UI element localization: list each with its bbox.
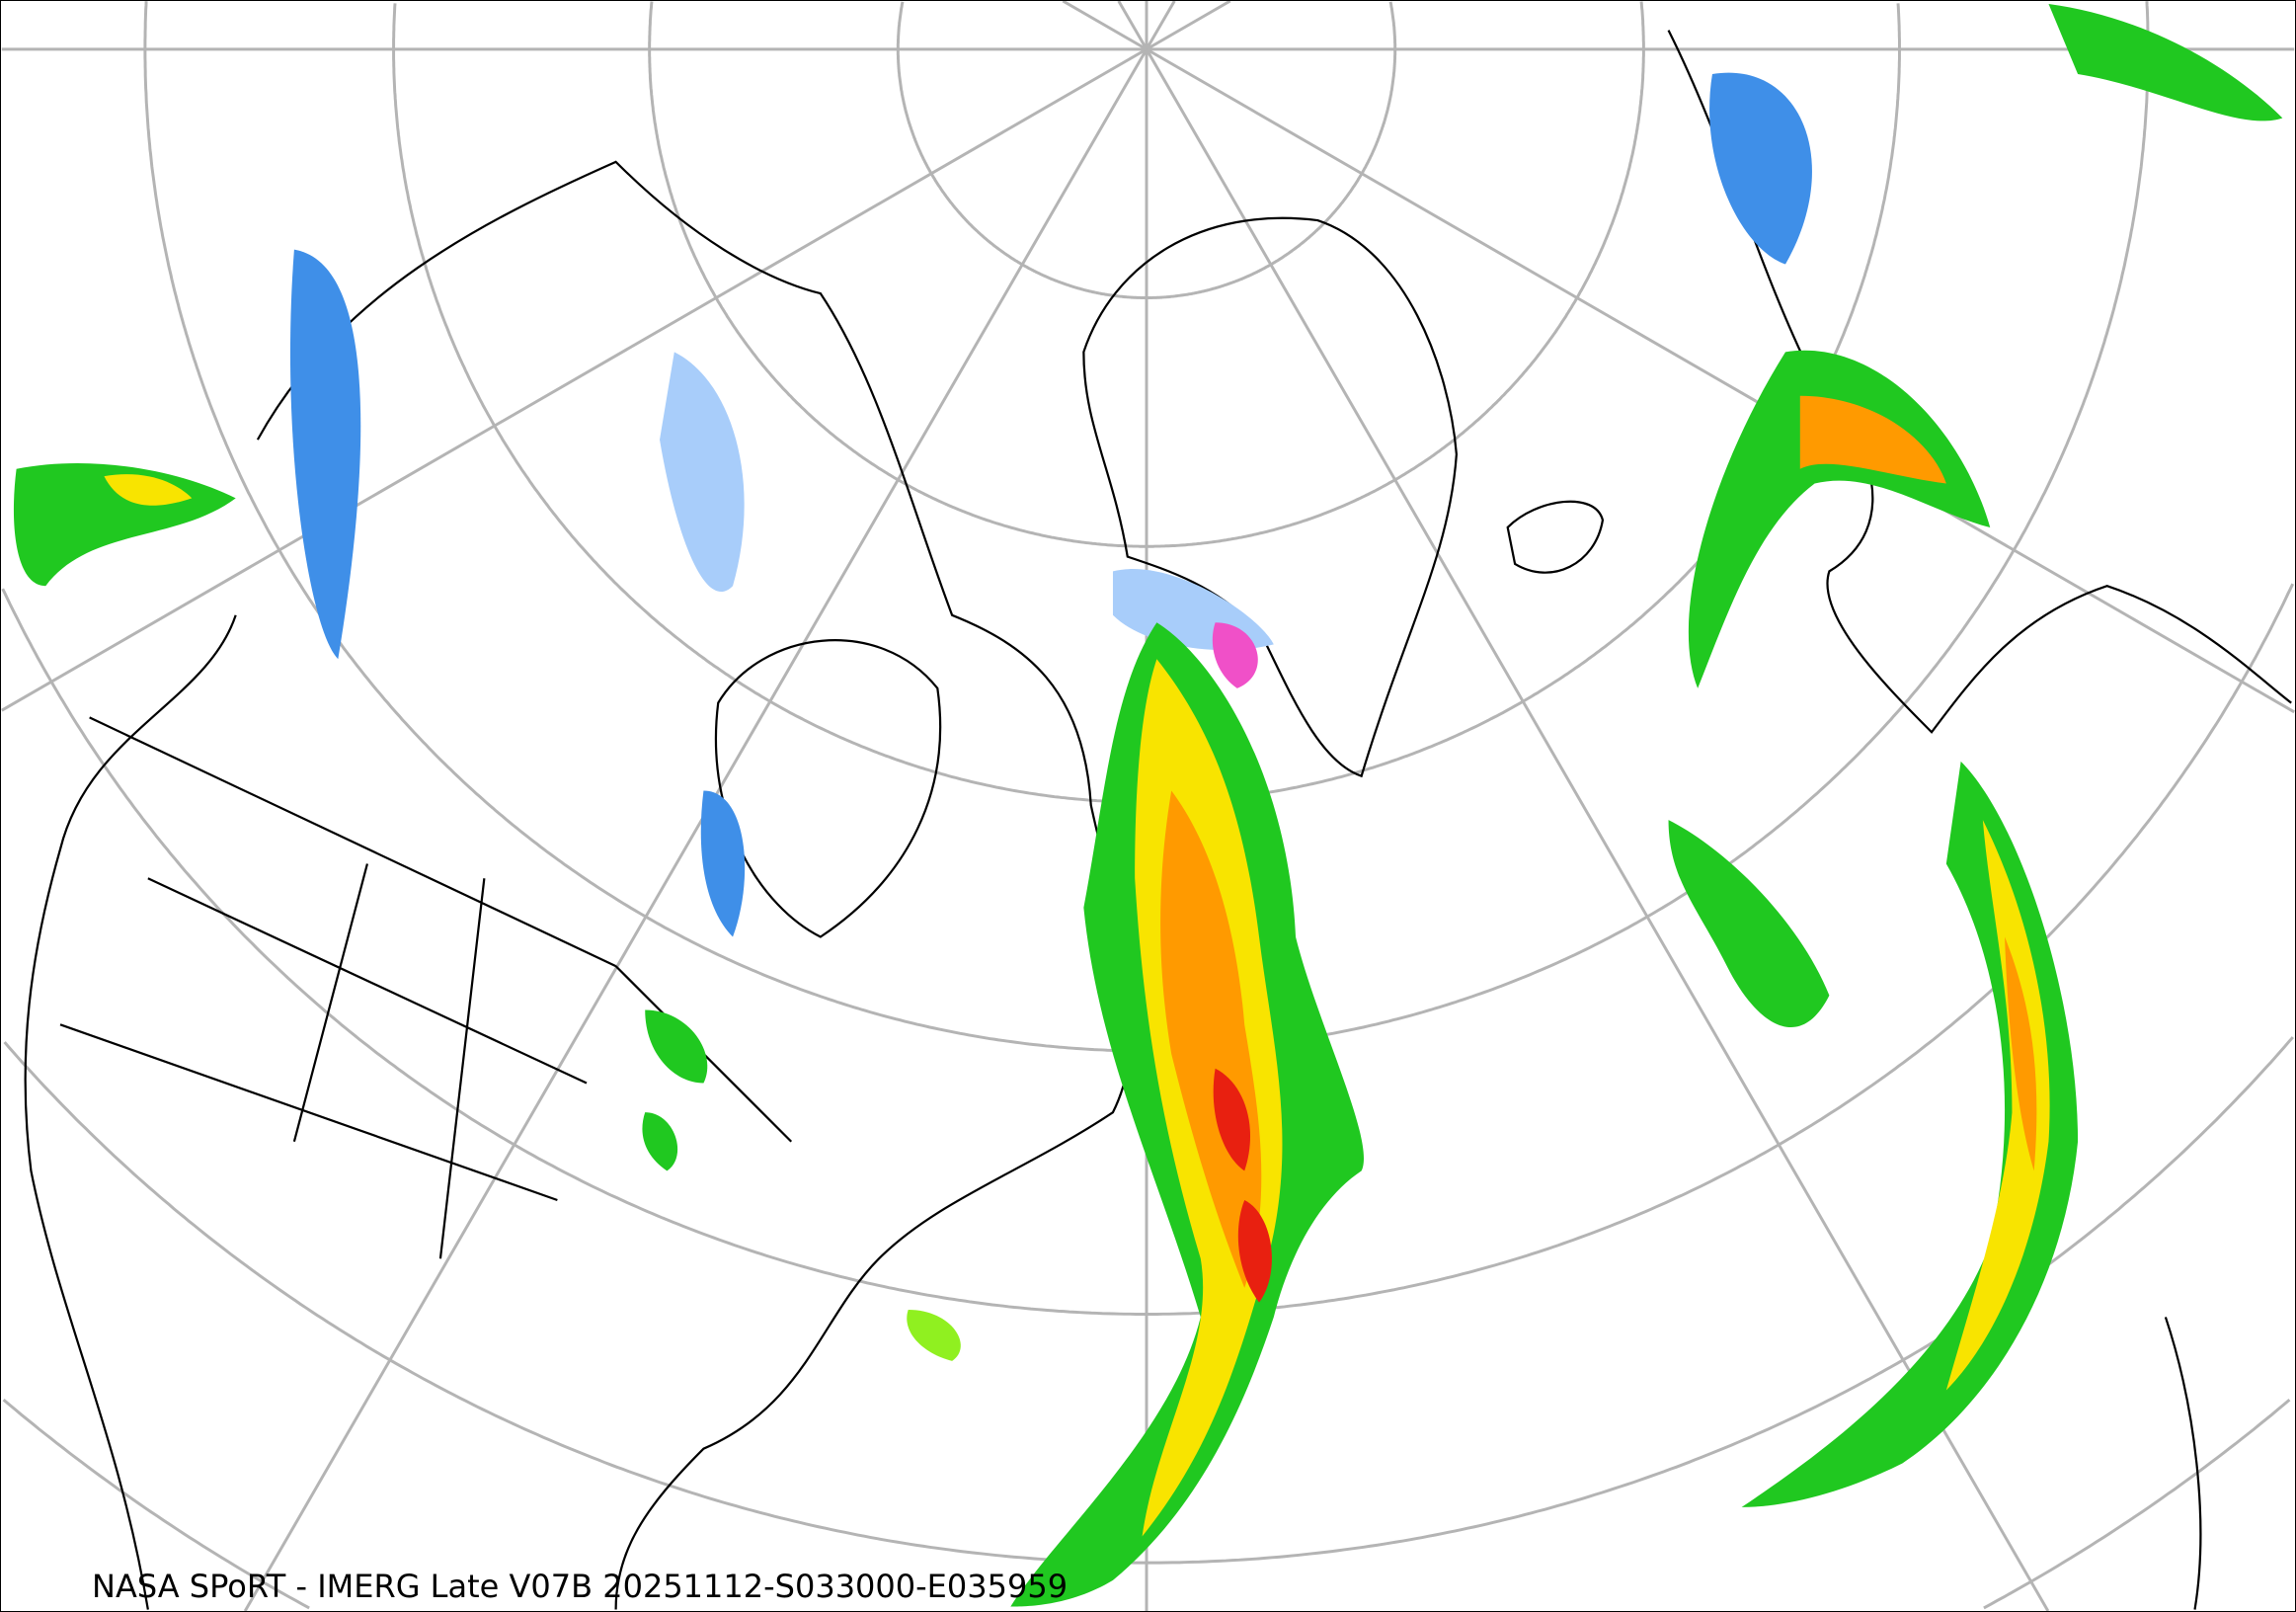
map-caption: NASA SPoRT - IMERG Late V07B 20251112-S0…: [92, 1568, 1069, 1605]
coastlines: [24, 30, 2292, 1610]
meridian-line: [1117, 1, 1148, 50]
precip-plume-orange: [1160, 790, 1262, 1288]
europe-outline: [1667, 30, 2292, 1610]
precip-cluster-light-green: [907, 1310, 961, 1361]
precip-moderate: [700, 790, 746, 937]
latitude-circle: [1, 583, 2295, 1316]
precip-cluster-green: [2048, 3, 2283, 121]
precip-cluster-green: [642, 1112, 678, 1171]
precip-cluster-green: [1668, 820, 1830, 1028]
precip-band-orange: [2005, 936, 2037, 1171]
precip-plume-red: [1237, 1199, 1272, 1303]
latitude-circle: [143, 1, 2150, 1053]
latitude-circle: [392, 3, 1901, 804]
latitude-circle: [3, 1036, 2294, 1565]
precip-band-green: [1688, 350, 1991, 688]
latitude-circle: [896, 1, 1397, 300]
precipitation-layer: [13, 3, 2283, 1607]
precip-heavy: [1212, 622, 1258, 688]
north-america-outline: [24, 160, 1134, 1610]
precip-cluster-yellow: [104, 474, 193, 506]
meridian-line: [1145, 1, 1176, 50]
precip-band-orange: [1799, 395, 1946, 484]
precip-plume-red: [1213, 1068, 1251, 1171]
meridian-line: [243, 48, 1148, 1611]
precip-cluster-green: [645, 1009, 708, 1084]
meridian-line: [1146, 47, 2295, 714]
meridian-line: [1145, 48, 2050, 1611]
meridian-line: [1062, 1, 1148, 51]
precip-light: [660, 352, 745, 592]
meridian-line: [1146, 1, 1231, 51]
hudson-bay-outline: [714, 639, 942, 938]
state-borders: [59, 716, 793, 1259]
latitude-circle: [2, 1398, 2291, 1610]
latitude-circle: [648, 1, 1645, 548]
precip-moderate: [1709, 72, 1812, 265]
meridian-line: [1, 47, 1148, 712]
greenland-outline: [1082, 216, 1458, 778]
precip-band-yellow: [1945, 820, 2050, 1391]
precip-moderate: [289, 249, 361, 660]
iceland-outline: [1506, 500, 1605, 574]
